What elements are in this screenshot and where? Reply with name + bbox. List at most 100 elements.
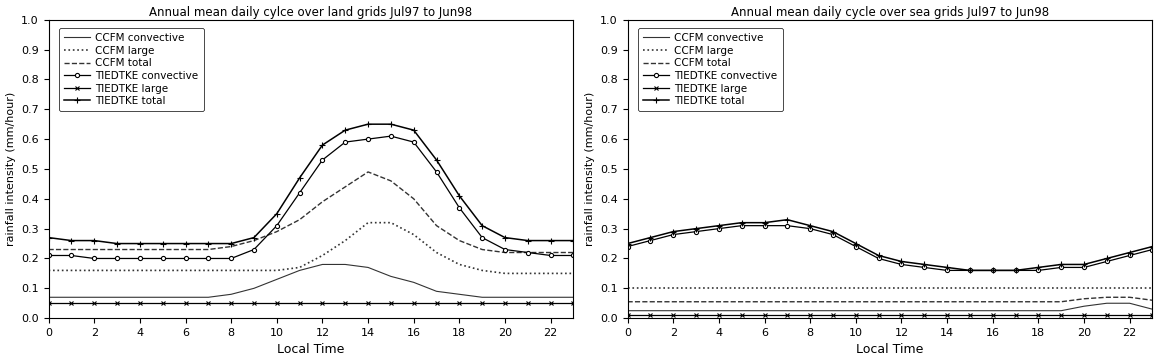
CCFM large bbox=[712, 286, 726, 290]
CCFM total bbox=[201, 247, 215, 252]
Line: CCFM total: CCFM total bbox=[628, 297, 1152, 302]
TIEDTKE convective bbox=[826, 232, 840, 237]
CCFM large bbox=[757, 286, 771, 290]
CCFM total bbox=[804, 300, 818, 304]
TIEDTKE total bbox=[734, 220, 748, 225]
Line: CCFM large: CCFM large bbox=[49, 223, 573, 273]
TIEDTKE convective bbox=[475, 235, 489, 240]
TIEDTKE total bbox=[894, 259, 908, 264]
CCFM convective bbox=[270, 277, 284, 282]
TIEDTKE large bbox=[453, 301, 467, 306]
TIEDTKE total bbox=[406, 128, 420, 132]
CCFM convective bbox=[566, 295, 580, 299]
TIEDTKE large bbox=[621, 313, 635, 317]
CCFM large bbox=[1100, 286, 1114, 290]
TIEDTKE convective bbox=[178, 256, 192, 261]
TIEDTKE large bbox=[1145, 313, 1158, 317]
TIEDTKE large bbox=[894, 313, 908, 317]
CCFM convective bbox=[621, 308, 635, 313]
TIEDTKE large bbox=[780, 313, 794, 317]
Title: Annual mean daily cycle over sea grids Jul97 to Jun98: Annual mean daily cycle over sea grids J… bbox=[731, 5, 1049, 18]
CCFM large bbox=[1054, 286, 1068, 290]
CCFM large bbox=[406, 232, 420, 237]
CCFM large bbox=[42, 268, 56, 273]
CCFM large bbox=[666, 286, 680, 290]
CCFM total bbox=[521, 251, 535, 255]
CCFM total bbox=[621, 300, 635, 304]
TIEDTKE convective bbox=[270, 223, 284, 228]
TIEDTKE total bbox=[155, 241, 169, 246]
TIEDTKE total bbox=[133, 241, 147, 246]
CCFM convective bbox=[178, 295, 192, 299]
CCFM large bbox=[894, 286, 908, 290]
CCFM large bbox=[178, 268, 192, 273]
CCFM convective bbox=[315, 262, 329, 267]
CCFM total bbox=[384, 179, 398, 183]
CCFM large bbox=[1145, 286, 1158, 290]
TIEDTKE convective bbox=[804, 227, 818, 231]
TIEDTKE convective bbox=[757, 223, 771, 228]
CCFM convective bbox=[42, 295, 56, 299]
TIEDTKE total bbox=[498, 235, 512, 240]
TIEDTKE convective bbox=[734, 223, 748, 228]
TIEDTKE large bbox=[872, 313, 886, 317]
Title: Annual mean daily cylce over land grids Jul97 to Jun98: Annual mean daily cylce over land grids … bbox=[149, 5, 472, 18]
CCFM convective bbox=[1145, 307, 1158, 311]
TIEDTKE total bbox=[917, 262, 931, 267]
TIEDTKE large bbox=[566, 301, 580, 306]
TIEDTKE large bbox=[247, 301, 261, 306]
TIEDTKE total bbox=[543, 239, 557, 243]
TIEDTKE total bbox=[566, 239, 580, 243]
TIEDTKE total bbox=[963, 268, 977, 273]
CCFM large bbox=[963, 286, 977, 290]
TIEDTKE convective bbox=[985, 268, 999, 273]
CCFM large bbox=[940, 286, 954, 290]
CCFM convective bbox=[361, 265, 375, 270]
CCFM convective bbox=[1009, 308, 1023, 313]
Line: CCFM convective: CCFM convective bbox=[628, 303, 1152, 311]
TIEDTKE large bbox=[644, 313, 658, 317]
CCFM total bbox=[406, 197, 420, 201]
CCFM large bbox=[384, 220, 398, 225]
CCFM total bbox=[826, 300, 840, 304]
TIEDTKE total bbox=[270, 211, 284, 216]
CCFM large bbox=[734, 286, 748, 290]
TIEDTKE convective bbox=[133, 256, 147, 261]
TIEDTKE large bbox=[1122, 313, 1136, 317]
TIEDTKE convective bbox=[155, 256, 169, 261]
TIEDTKE total bbox=[1077, 262, 1091, 267]
Line: TIEDTKE convective: TIEDTKE convective bbox=[46, 134, 576, 261]
TIEDTKE total bbox=[293, 176, 307, 180]
TIEDTKE large bbox=[940, 313, 954, 317]
Line: CCFM convective: CCFM convective bbox=[49, 265, 573, 297]
TIEDTKE large bbox=[225, 301, 239, 306]
CCFM convective bbox=[110, 295, 124, 299]
CCFM total bbox=[894, 300, 908, 304]
CCFM total bbox=[133, 247, 147, 252]
TIEDTKE convective bbox=[666, 232, 680, 237]
CCFM total bbox=[689, 300, 703, 304]
TIEDTKE total bbox=[1145, 244, 1158, 249]
TIEDTKE convective bbox=[87, 256, 101, 261]
TIEDTKE large bbox=[338, 301, 352, 306]
TIEDTKE total bbox=[65, 239, 79, 243]
CCFM large bbox=[1077, 286, 1091, 290]
TIEDTKE convective bbox=[543, 253, 557, 258]
CCFM large bbox=[270, 268, 284, 273]
Y-axis label: rainfall intensity (mm/hour): rainfall intensity (mm/hour) bbox=[585, 92, 594, 246]
CCFM convective bbox=[1032, 308, 1046, 313]
CCFM total bbox=[1100, 295, 1114, 299]
CCFM total bbox=[644, 300, 658, 304]
TIEDTKE large bbox=[521, 301, 535, 306]
TIEDTKE large bbox=[498, 301, 512, 306]
CCFM convective bbox=[780, 308, 794, 313]
TIEDTKE convective bbox=[1009, 268, 1023, 273]
CCFM total bbox=[780, 300, 794, 304]
CCFM large bbox=[133, 268, 147, 273]
CCFM convective bbox=[475, 295, 489, 299]
CCFM total bbox=[155, 247, 169, 252]
CCFM convective bbox=[872, 308, 886, 313]
CCFM convective bbox=[293, 268, 307, 273]
TIEDTKE convective bbox=[315, 158, 329, 162]
TIEDTKE large bbox=[270, 301, 284, 306]
